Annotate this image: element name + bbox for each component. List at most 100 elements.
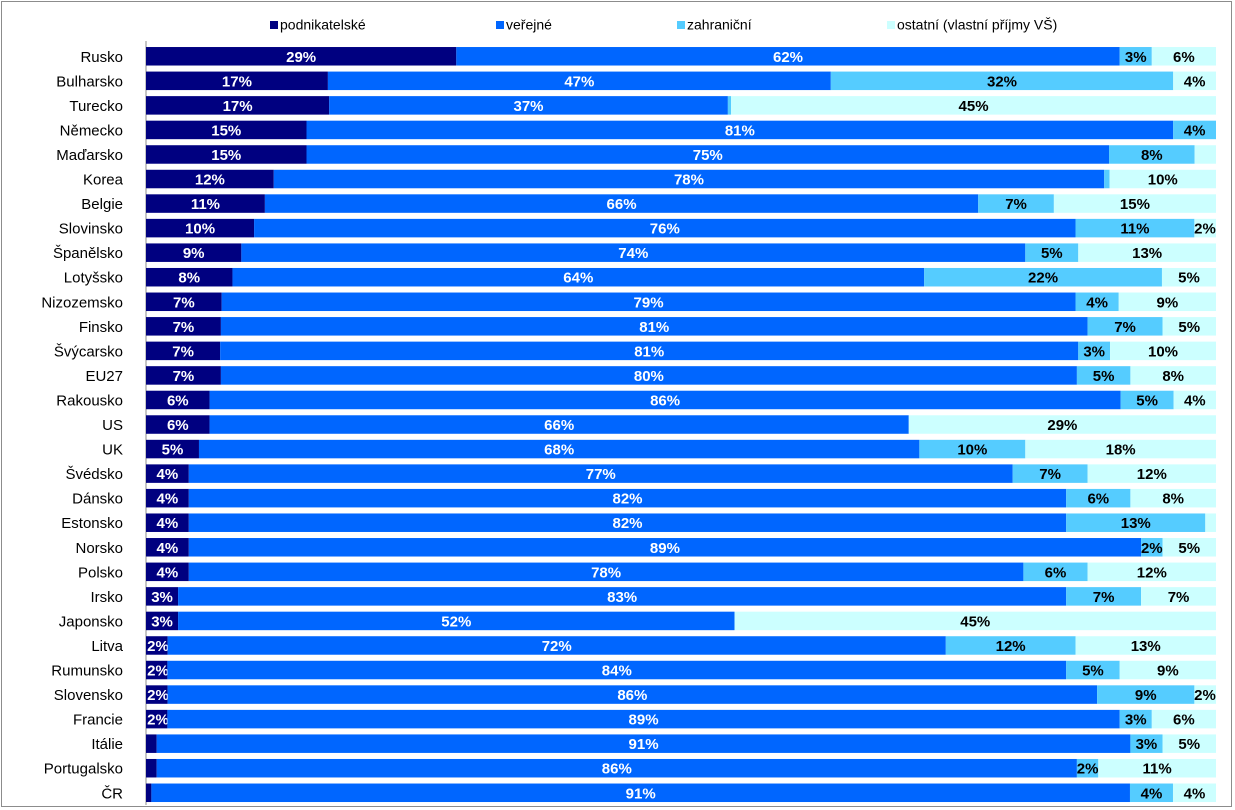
data-label: 3% bbox=[1125, 712, 1147, 729]
data-label: 4% bbox=[157, 540, 179, 557]
bar-segment bbox=[146, 439, 199, 459]
data-label: 86% bbox=[650, 392, 680, 409]
bar-segment bbox=[734, 611, 1216, 631]
data-label: 11% bbox=[1120, 221, 1149, 238]
category-label: Švýcarsko bbox=[54, 343, 123, 360]
data-label: 2% bbox=[147, 687, 169, 704]
data-label: 7% bbox=[1093, 589, 1115, 606]
legend-label-3: ostatní (vlastní příjmy VŠ) bbox=[897, 17, 1057, 33]
data-label: 7% bbox=[1168, 589, 1190, 606]
bar-segment bbox=[146, 538, 189, 557]
legend-swatch-1 bbox=[496, 21, 504, 29]
data-label: 64% bbox=[563, 270, 593, 287]
bar-segment bbox=[167, 660, 1067, 680]
data-label: 79% bbox=[634, 294, 664, 311]
data-label: 4% bbox=[1086, 294, 1108, 311]
data-label: 8% bbox=[1162, 491, 1184, 508]
bar-segment bbox=[1076, 366, 1131, 385]
data-label: 2% bbox=[1141, 540, 1163, 557]
data-label: 32% bbox=[987, 73, 1017, 90]
bar-segment bbox=[978, 194, 1054, 213]
bar-segment bbox=[1012, 464, 1088, 483]
data-label: 7% bbox=[1114, 319, 1136, 336]
data-label: 12% bbox=[1137, 564, 1167, 581]
data-label: 12% bbox=[1137, 466, 1167, 483]
data-label: 86% bbox=[617, 687, 647, 704]
bar-segment bbox=[830, 71, 1174, 91]
bar-segment bbox=[1130, 488, 1216, 508]
bar-segment bbox=[1162, 538, 1216, 557]
bar-segment bbox=[1087, 562, 1216, 582]
category-label: Finsko bbox=[79, 319, 123, 336]
bar-segment bbox=[146, 660, 168, 680]
bar-segment bbox=[1173, 120, 1216, 140]
bar-segment bbox=[264, 194, 979, 213]
data-label: 83% bbox=[607, 589, 637, 606]
bar-segment bbox=[1205, 513, 1216, 532]
data-label: 5% bbox=[1041, 245, 1063, 262]
bar-segment bbox=[1141, 587, 1216, 606]
data-label: 6% bbox=[1045, 564, 1067, 581]
bar-segment bbox=[1025, 243, 1079, 262]
data-label: 3% bbox=[1136, 736, 1158, 753]
bar-segment bbox=[1097, 685, 1195, 704]
bar-segment bbox=[1130, 366, 1216, 385]
data-label: 5% bbox=[1093, 368, 1115, 385]
data-label: 7% bbox=[1005, 196, 1027, 213]
bar-segment bbox=[945, 636, 1076, 655]
category-label: EU27 bbox=[85, 368, 123, 385]
data-label: 4% bbox=[157, 515, 179, 532]
data-label: 9% bbox=[1157, 294, 1179, 311]
bar-segment bbox=[146, 464, 189, 483]
data-label: 3% bbox=[1083, 343, 1105, 360]
bar-segment bbox=[188, 538, 1142, 557]
data-label: 4% bbox=[157, 491, 179, 508]
data-label: 10% bbox=[185, 221, 215, 238]
bar-segment bbox=[1087, 464, 1216, 483]
data-label: 78% bbox=[674, 172, 704, 189]
data-label: 9% bbox=[1157, 663, 1179, 680]
data-label: 66% bbox=[607, 196, 637, 213]
legend-swatch-0 bbox=[270, 21, 278, 29]
bar-segment bbox=[146, 218, 255, 238]
category-label: Maďarsko bbox=[56, 147, 123, 164]
data-label: 5% bbox=[1178, 319, 1200, 336]
bar-segment bbox=[146, 587, 179, 606]
bar-segment bbox=[1161, 267, 1216, 287]
data-label: 4% bbox=[1184, 73, 1206, 90]
data-label: 7% bbox=[173, 319, 195, 336]
bar-segment bbox=[146, 341, 221, 361]
bar-segment bbox=[1119, 47, 1152, 66]
bar-segment bbox=[146, 709, 168, 729]
legend-label-0: podnikatelské bbox=[280, 17, 366, 33]
data-label: 7% bbox=[173, 368, 195, 385]
bar-segment bbox=[1110, 341, 1216, 361]
bar-segment bbox=[1194, 685, 1216, 704]
bar-segment bbox=[198, 439, 920, 459]
legend-label-2: zahraniční bbox=[687, 17, 752, 33]
category-label: Rusko bbox=[80, 49, 123, 66]
data-label: 91% bbox=[626, 785, 656, 802]
bar-segment bbox=[146, 562, 189, 582]
category-label: Nizozemsko bbox=[41, 294, 123, 311]
bar-segment bbox=[209, 415, 909, 434]
category-label: Slovensko bbox=[54, 687, 123, 704]
bar-segment bbox=[1109, 145, 1195, 164]
bar-segment bbox=[1078, 243, 1216, 262]
bar-segment bbox=[924, 267, 1162, 287]
bar-segment bbox=[1087, 317, 1163, 336]
data-label: 17% bbox=[222, 73, 252, 90]
data-label: 80% bbox=[634, 368, 664, 385]
bar-segment bbox=[1075, 636, 1216, 655]
data-label: 77% bbox=[586, 466, 616, 483]
data-label: 15% bbox=[211, 122, 241, 139]
data-label: 6% bbox=[167, 417, 189, 434]
data-label: 6% bbox=[1173, 712, 1195, 729]
bar-segment bbox=[1194, 145, 1216, 164]
bar-segment bbox=[1066, 488, 1131, 508]
bar-segment bbox=[188, 464, 1013, 483]
bar-segment bbox=[167, 636, 946, 655]
data-label: 22% bbox=[1028, 270, 1058, 287]
data-label: 82% bbox=[612, 515, 642, 532]
